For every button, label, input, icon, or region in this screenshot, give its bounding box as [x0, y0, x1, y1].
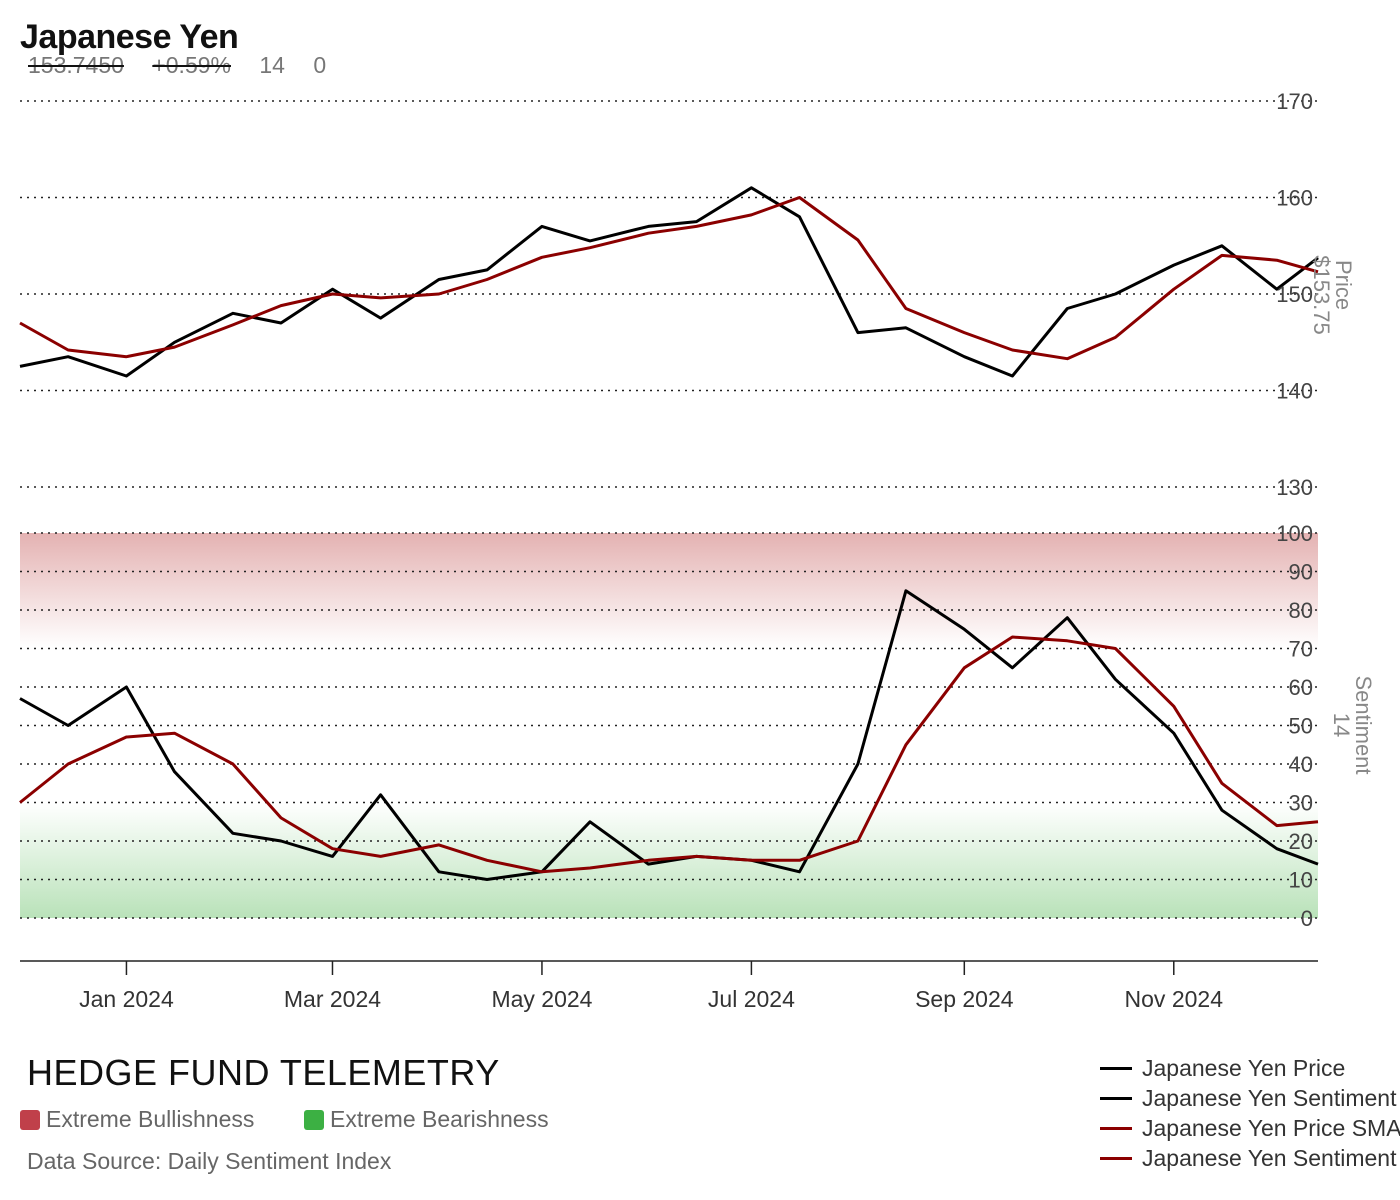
y-tick-label: 90 — [1289, 560, 1313, 585]
y-tick-label: 60 — [1289, 675, 1313, 700]
y-tick-label: 0 — [1301, 906, 1313, 931]
bearish-label: Extreme Bearishness — [330, 1106, 549, 1132]
y-tick-label: 140 — [1276, 379, 1313, 404]
japanese-yen-sentiment-sma-line — [19, 635, 1319, 874]
current-sentiment: 14 — [259, 52, 285, 78]
x-tick-label: Nov 2024 — [1125, 986, 1224, 1012]
legend-line-icon — [1100, 1066, 1132, 1070]
chart-area: 130 140 150 160 170 0 10 20 30 40 50 60 70 80 90 100 Jan… — [19, 89, 1376, 1012]
y-tick-label: 70 — [1289, 637, 1313, 662]
y-tick-label: 170 — [1276, 89, 1313, 114]
bullish-legend: Extreme Bullishness — [20, 1106, 254, 1133]
legend-line-icon — [1100, 1126, 1132, 1130]
header-stats: 153.7450 +0.59% 14 0 — [28, 52, 348, 79]
legend-line-icon — [1100, 1156, 1132, 1160]
x-tick-label: Mar 2024 — [284, 986, 381, 1012]
y-tick-label: 50 — [1289, 714, 1313, 739]
extra-value: 0 — [313, 52, 327, 78]
legend-item-price[interactable]: Japanese Yen Price — [1100, 1053, 1400, 1083]
x-tick-label: Jan 2024 — [79, 986, 174, 1012]
chart-title: Japanese Yen — [20, 18, 239, 56]
y-tick-label: 20 — [1289, 829, 1313, 854]
price-change: +0.59% — [152, 52, 231, 78]
y-tick-label: 80 — [1289, 598, 1313, 623]
sentiment-axis-current: 14 — [1329, 713, 1354, 737]
y-tick-label: 160 — [1276, 186, 1313, 211]
bearish-swatch — [304, 1109, 324, 1130]
y-tick-label: 130 — [1276, 475, 1313, 500]
sentiment-axis-title: Sentiment — [1351, 675, 1376, 774]
price-axis-title: Price — [1331, 260, 1356, 310]
bullish-label: Extreme Bullishness — [46, 1106, 255, 1132]
price-axis-current: $153.75 — [1309, 255, 1334, 335]
y-tick-label: 30 — [1289, 791, 1313, 816]
current-price: 153.7450 — [28, 52, 124, 78]
legend-line-icon — [1100, 1096, 1132, 1100]
y-tick-label: 100 — [1276, 521, 1313, 546]
y-tick-label: 150 — [1276, 282, 1313, 307]
japanese-yen-sentiment-line — [19, 589, 1319, 881]
brand-name: HEDGE FUND TELEMETRY — [27, 1052, 500, 1093]
x-tick-label: May 2024 — [491, 986, 592, 1012]
legend-item-sentiment[interactable]: Japanese Yen Sentiment — [1100, 1083, 1400, 1113]
data-source: Data Source: Daily Sentiment Index — [27, 1148, 392, 1174]
legend-item-price-sma[interactable]: Japanese Yen Price SMA — [1100, 1113, 1400, 1143]
japanese-yen-price-line — [19, 186, 1319, 378]
legend-item-sentiment-sma[interactable]: Japanese Yen Sentiment SMA — [1100, 1143, 1400, 1173]
x-tick-label: Sep 2024 — [915, 986, 1014, 1012]
bullish-swatch — [20, 1109, 40, 1130]
series-legend: Japanese Yen Price Japanese Yen Sentimen… — [1100, 1053, 1400, 1173]
x-tick-label: Jul 2024 — [708, 986, 795, 1012]
y-tick-label: 40 — [1289, 752, 1313, 777]
bullish-band — [20, 533, 1318, 648]
japanese-yen-price-sma-line — [19, 196, 1319, 361]
y-tick-label: 10 — [1289, 868, 1313, 893]
bearish-legend: Extreme Bearishness — [304, 1106, 549, 1133]
